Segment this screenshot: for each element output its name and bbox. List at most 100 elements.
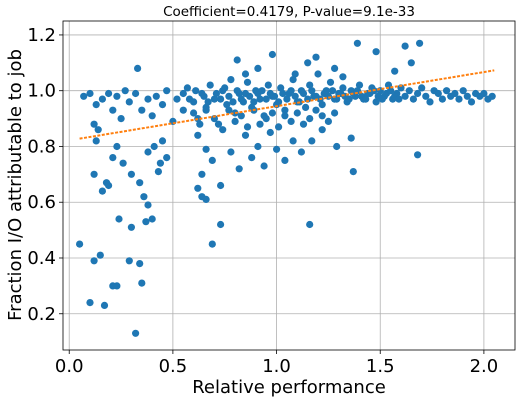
data-point (289, 137, 297, 145)
x-tick-label: 0.0 (55, 356, 84, 377)
data-point (206, 81, 214, 89)
data-point (140, 193, 148, 201)
data-point (115, 215, 123, 223)
data-point (314, 70, 322, 78)
data-point (223, 101, 231, 109)
data-point (318, 101, 326, 109)
data-point (237, 112, 245, 120)
data-point (158, 137, 167, 145)
data-point (418, 84, 426, 92)
data-point (154, 168, 162, 176)
data-point (80, 92, 88, 100)
data-point (109, 154, 117, 162)
data-point (258, 87, 266, 95)
data-point (125, 98, 133, 106)
data-point (270, 92, 279, 100)
data-point (414, 151, 422, 159)
data-point (287, 117, 295, 125)
data-point (109, 106, 117, 114)
data-point (241, 70, 250, 78)
data-point (202, 145, 210, 153)
data-point (138, 106, 146, 114)
data-point (414, 89, 422, 98)
data-point (179, 89, 187, 98)
data-point (266, 128, 274, 137)
data-point (243, 78, 252, 86)
data-point (113, 282, 121, 290)
data-point (185, 95, 194, 103)
data-point (308, 87, 316, 95)
chart-title: Coefficient=0.4179, P-value=9.1e-33 (163, 4, 415, 20)
y-tick-label: 1.0 (27, 81, 56, 102)
data-point (92, 101, 100, 109)
data-point (378, 95, 386, 103)
data-point (339, 84, 347, 92)
data-point (196, 120, 204, 128)
data-point (372, 48, 380, 56)
fit-line-group (79, 69, 495, 140)
data-point (306, 220, 314, 229)
data-point (287, 87, 295, 95)
data-point (119, 159, 127, 167)
data-point (117, 115, 125, 123)
data-point (138, 279, 146, 287)
data-point (405, 87, 413, 95)
data-point (289, 76, 297, 84)
data-point (208, 156, 216, 164)
data-point (353, 39, 361, 47)
data-point (331, 109, 339, 117)
data-point (217, 181, 225, 190)
data-point (225, 106, 233, 114)
data-point (163, 154, 171, 162)
data-point (233, 56, 241, 64)
data-point (136, 179, 144, 187)
data-point (192, 87, 200, 95)
data-point (328, 87, 337, 95)
data-point (409, 95, 417, 103)
fit-line (79, 69, 495, 140)
data-point (297, 148, 305, 156)
data-point (391, 67, 399, 75)
data-point (422, 92, 430, 100)
y-axis-label: Fraction I/O attributable to job (5, 49, 26, 321)
data-point (268, 50, 276, 59)
x-tick-label: 1.5 (366, 356, 395, 377)
data-point (283, 95, 291, 103)
data-point (219, 126, 227, 134)
data-point (347, 134, 355, 142)
data-point (277, 84, 285, 92)
data-point (150, 142, 158, 151)
data-point (179, 106, 187, 114)
data-point (144, 95, 152, 103)
data-point (372, 98, 380, 106)
data-point (225, 92, 233, 100)
data-point (210, 95, 218, 103)
data-point (434, 89, 442, 98)
tick-marks (59, 34, 485, 354)
data-point (401, 92, 409, 100)
data-point (264, 81, 272, 89)
data-point (148, 215, 156, 223)
data-point (246, 92, 254, 100)
data-point (100, 301, 109, 309)
data-point (262, 95, 270, 103)
data-point (308, 137, 316, 145)
data-point (304, 95, 312, 103)
data-point (202, 106, 210, 114)
data-point (312, 106, 320, 114)
data-point (273, 145, 281, 153)
x-tick-labels: 0.0 0.5 1.0 1.5 2.0 (55, 356, 498, 377)
data-point (293, 109, 301, 117)
data-point (438, 95, 446, 103)
data-point (214, 120, 223, 128)
data-point (90, 170, 98, 178)
grid-lines (63, 21, 515, 350)
data-point (105, 181, 113, 190)
data-point (279, 89, 287, 98)
data-point (291, 70, 299, 78)
data-point (318, 112, 326, 120)
data-point (281, 112, 289, 120)
data-point (306, 115, 314, 123)
data-point (362, 95, 370, 103)
